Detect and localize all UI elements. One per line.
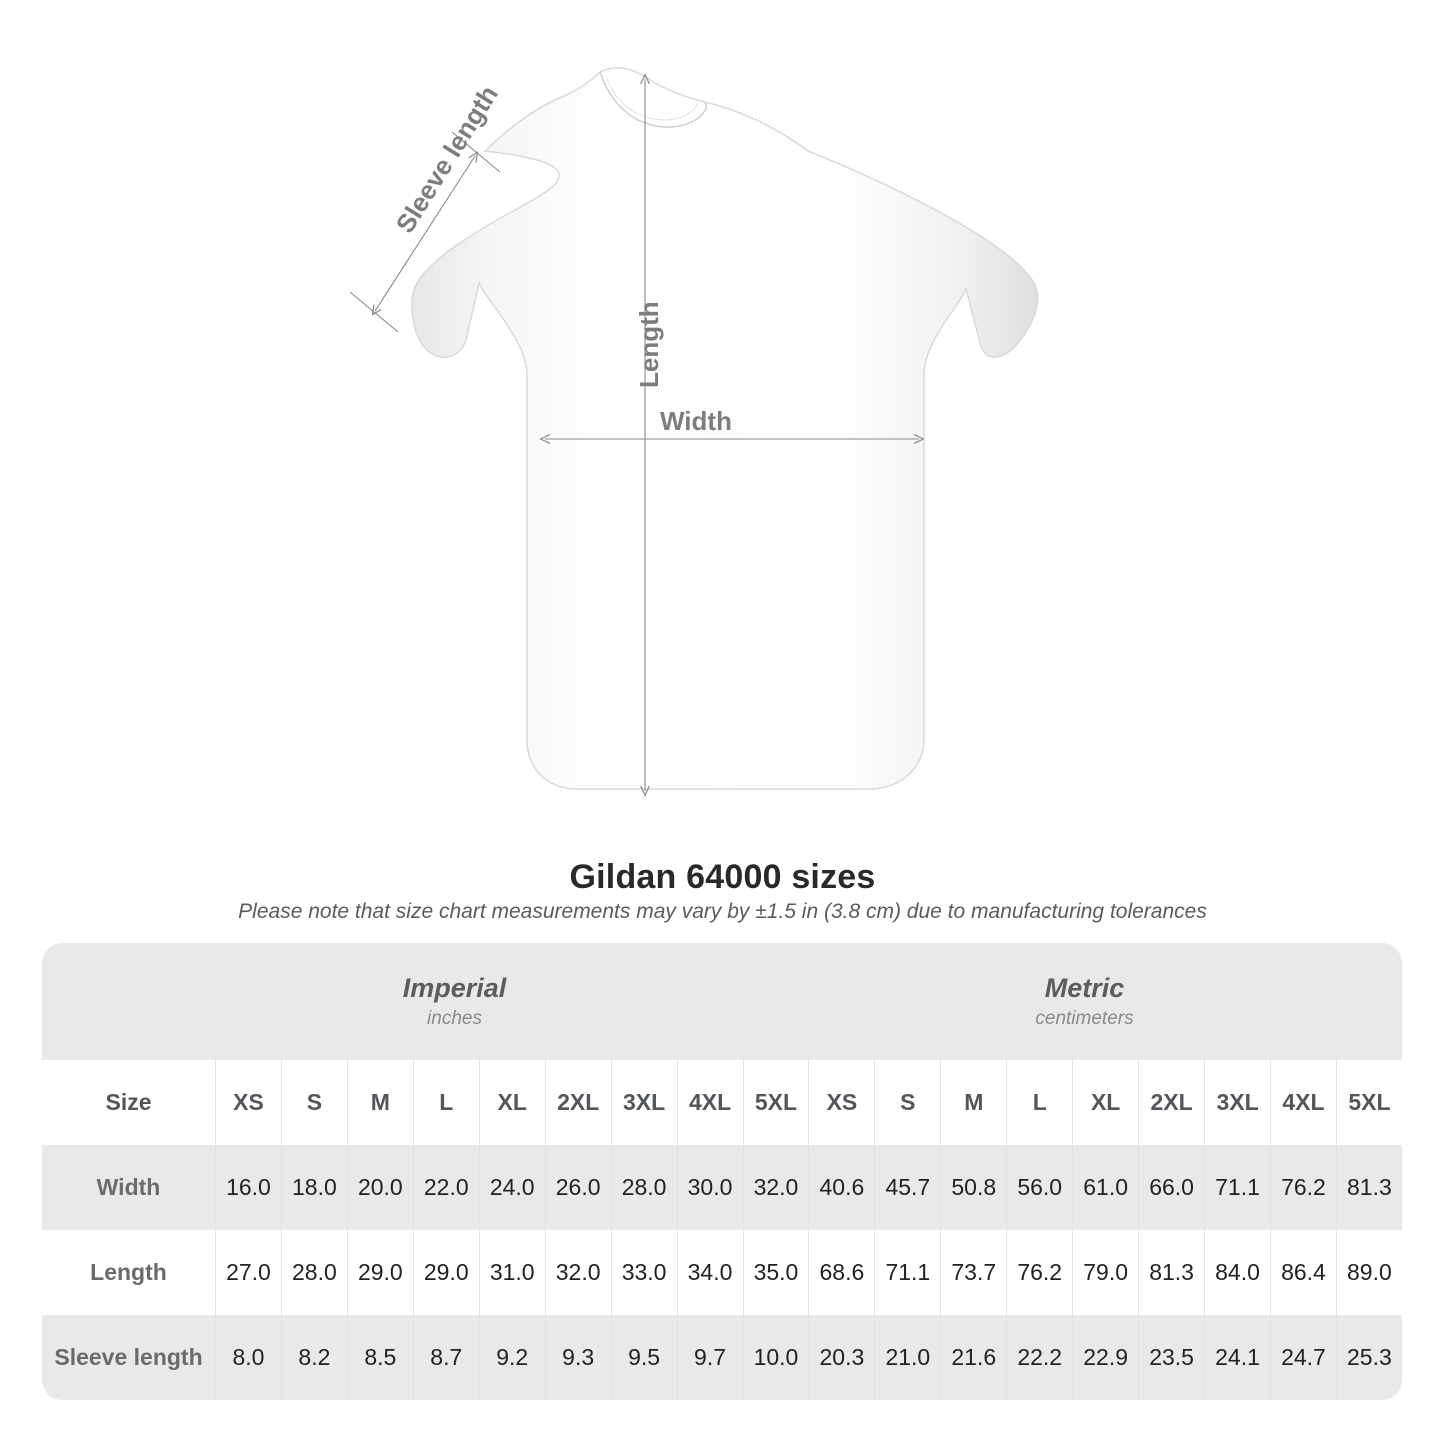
svg-text:Length: Length <box>634 301 664 388</box>
svg-text:Sleeve length: Sleeve length <box>390 80 504 238</box>
svg-text:Width: Width <box>660 406 732 436</box>
